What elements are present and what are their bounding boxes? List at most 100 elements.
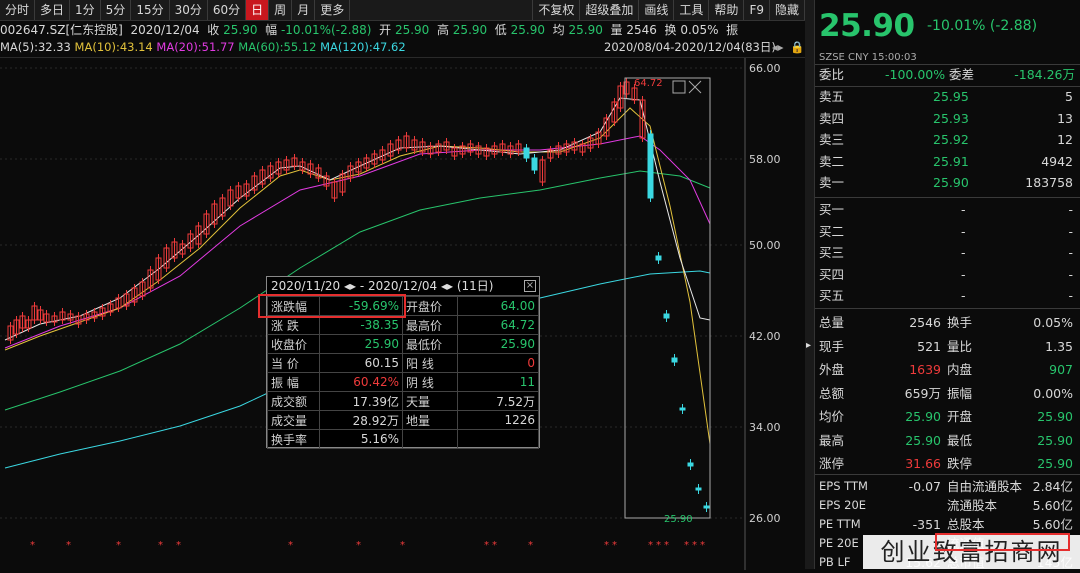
popup-label: 阳 线: [402, 353, 458, 373]
tab-day[interactable]: 日: [246, 0, 270, 20]
stock-code: 002647.SZ[仁东控股]: [0, 23, 123, 37]
candle-body: [19, 315, 26, 329]
candle-body: [387, 143, 394, 157]
kline-chart[interactable]: 66.00 58.00 50.00 42.00 34.00 26.00 64.72 25.…: [0, 57, 805, 570]
popup-value: [457, 429, 539, 449]
event-marker[interactable]: *: [604, 540, 609, 551]
candle-body: [51, 315, 58, 323]
candle-body: [299, 161, 306, 171]
bid-price: -: [961, 202, 966, 217]
lock-icon[interactable]: 🔒: [790, 40, 805, 54]
tab-duori[interactable]: 多日: [35, 0, 71, 20]
tab-1min[interactable]: 1分: [70, 0, 101, 20]
ask-price: 25.90: [933, 175, 969, 191]
highlight-box: [258, 294, 406, 318]
event-marker[interactable]: *: [648, 540, 653, 551]
event-marker[interactable]: *: [158, 540, 163, 551]
candle-body: [579, 143, 586, 153]
event-marker[interactable]: *: [492, 540, 497, 551]
event-marker[interactable]: *: [400, 540, 405, 551]
y-tick-label: 34.00: [749, 421, 781, 434]
amp-label: 幅: [265, 23, 278, 37]
candle-body: [571, 141, 578, 151]
candle-body: [131, 287, 138, 303]
candle-body: [323, 175, 330, 187]
stat-value: 659万: [904, 385, 941, 401]
event-marker[interactable]: *: [612, 540, 617, 551]
expand-arrow-icon[interactable]: ▸: [806, 340, 812, 351]
weibi-label: 委比: [819, 67, 845, 82]
event-marker[interactable]: *: [692, 540, 697, 551]
vol-label: 量: [610, 23, 623, 37]
event-marker[interactable]: *: [484, 540, 489, 551]
event-marker[interactable]: *: [176, 540, 181, 551]
event-marker[interactable]: *: [664, 540, 669, 551]
event-marker[interactable]: *: [528, 540, 533, 551]
candle-body: [139, 281, 146, 297]
draw-line-button[interactable]: 画线: [639, 0, 675, 20]
stat-row: 总额 659万 振幅 0.00%: [815, 383, 1079, 404]
stat-label: 换手: [947, 315, 973, 330]
candle-body: [187, 233, 194, 249]
tab-month[interactable]: 月: [292, 0, 316, 20]
popup-value: 5.16%: [319, 429, 403, 449]
high-label: 高: [436, 23, 449, 37]
stat-value: 25.90: [905, 432, 941, 448]
candle-body: [483, 147, 490, 157]
event-marker[interactable]: *: [656, 540, 661, 551]
tab-30min[interactable]: 30分: [170, 0, 208, 20]
tab-15min[interactable]: 15分: [131, 0, 170, 20]
candle-body: [43, 313, 50, 323]
event-marker[interactable]: *: [288, 540, 293, 551]
candle-body: [147, 269, 154, 289]
bid-volume: -: [1068, 245, 1073, 261]
event-marker[interactable]: *: [700, 540, 705, 551]
popup-value: 28.92万: [319, 410, 403, 430]
divider: [815, 64, 1080, 65]
stat-row: 最高 25.90 最低 25.90: [815, 430, 1079, 451]
event-marker[interactable]: *: [356, 540, 361, 551]
bid-volume: -: [1068, 288, 1073, 304]
no-adjust-button[interactable]: 不复权: [533, 0, 581, 20]
event-marker[interactable]: *: [116, 540, 121, 551]
overlay-button[interactable]: 超级叠加: [580, 0, 640, 20]
stat-value: 1.35: [1045, 338, 1073, 354]
tab-fenshi[interactable]: 分时: [0, 0, 36, 20]
bid-volume: -: [1068, 223, 1073, 239]
divider: [815, 197, 1080, 198]
hide-button[interactable]: 隐藏: [770, 0, 805, 20]
candle-body: [631, 87, 638, 101]
ma5-line: [4, 97, 711, 341]
candle-body: [275, 161, 282, 175]
tab-week[interactable]: 周: [269, 0, 293, 20]
scroll-arrows[interactable]: ◂▸: [772, 40, 784, 54]
stat-value: 25.90: [1037, 432, 1073, 448]
highlight-box-right: [935, 533, 1070, 551]
low-value: 25.90: [510, 23, 545, 37]
help-button[interactable]: 帮助: [709, 0, 745, 20]
bar-date: 2020/12/04: [130, 23, 200, 37]
ask-label: 卖一: [819, 175, 845, 191]
panel-splitter[interactable]: ▸: [805, 0, 814, 569]
close-value: 25.90: [223, 23, 258, 37]
candle-body: [107, 303, 114, 313]
event-marker[interactable]: *: [30, 540, 35, 551]
candle-body: [37, 309, 44, 321]
candle-body: [259, 169, 266, 185]
candle-body: [655, 255, 662, 261]
popup-label: 收盘价: [267, 334, 320, 354]
f9-button[interactable]: F9: [744, 0, 770, 20]
tools-button[interactable]: 工具: [674, 0, 710, 20]
event-marker[interactable]: *: [684, 540, 689, 551]
turn-label: 换: [664, 23, 677, 37]
candle-body: [283, 159, 290, 171]
stock-info-bar: 002647.SZ[仁东控股] 2020/12/04 收 25.90 幅 -10…: [0, 21, 805, 39]
range-maximize-icon: [672, 80, 686, 94]
tab-more[interactable]: 更多: [315, 0, 351, 20]
tab-5min[interactable]: 5分: [101, 0, 132, 20]
tab-60min[interactable]: 60分: [208, 0, 247, 20]
popup-close-icon[interactable]: ×: [524, 280, 536, 292]
event-marker[interactable]: *: [66, 540, 71, 551]
candle-body: [507, 145, 514, 155]
popup-row: 成交额 17.39亿 天量 7.52万: [267, 391, 539, 411]
